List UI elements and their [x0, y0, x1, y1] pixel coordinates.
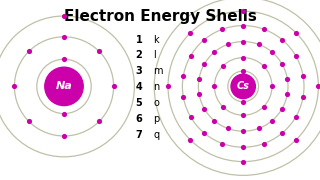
Text: q: q	[154, 130, 160, 140]
Point	[202, 132, 207, 134]
Point	[241, 130, 246, 133]
Point	[241, 146, 246, 149]
Point	[202, 38, 207, 41]
Point	[256, 43, 261, 46]
Text: 7: 7	[136, 130, 142, 140]
Point	[294, 32, 299, 35]
Point	[97, 120, 102, 123]
Ellipse shape	[231, 74, 255, 99]
Point	[212, 119, 217, 122]
Point	[111, 85, 116, 88]
Text: 4: 4	[136, 82, 142, 92]
Text: 6: 6	[136, 114, 142, 124]
Point	[220, 28, 225, 31]
Text: o: o	[154, 98, 159, 108]
Point	[280, 38, 285, 41]
Point	[188, 115, 193, 118]
Point	[181, 96, 186, 98]
Point	[26, 120, 31, 123]
Point	[61, 135, 67, 138]
Point	[61, 15, 67, 17]
Point	[97, 50, 102, 53]
Point	[196, 77, 202, 80]
Point	[220, 65, 225, 68]
Point	[220, 142, 225, 145]
Point	[261, 105, 266, 108]
Point	[212, 85, 217, 88]
Point	[241, 56, 246, 59]
Point	[285, 77, 290, 80]
Point	[261, 28, 267, 31]
Ellipse shape	[45, 67, 83, 106]
Text: Cs: Cs	[237, 81, 250, 91]
Point	[256, 127, 261, 130]
Point	[241, 114, 246, 117]
Text: 2: 2	[136, 50, 142, 60]
Text: 5: 5	[136, 98, 142, 108]
Point	[261, 65, 266, 68]
Point	[188, 55, 193, 57]
Point	[300, 96, 306, 98]
Text: Na: Na	[56, 81, 72, 91]
Point	[61, 35, 67, 38]
Point	[188, 32, 193, 35]
Point	[241, 24, 246, 27]
Point	[241, 160, 246, 163]
Point	[188, 138, 193, 141]
Point	[220, 105, 225, 108]
Point	[294, 138, 299, 141]
Point	[300, 74, 306, 77]
Point	[241, 40, 246, 43]
Point	[269, 85, 275, 88]
Text: l: l	[154, 50, 156, 60]
Point	[196, 93, 202, 96]
Point	[316, 85, 320, 88]
Point	[241, 100, 246, 103]
Text: 1: 1	[136, 35, 142, 45]
Point	[212, 51, 217, 53]
Point	[61, 112, 67, 115]
Point	[202, 107, 207, 110]
Text: k: k	[154, 35, 159, 45]
Point	[26, 50, 31, 53]
Point	[279, 63, 284, 66]
Point	[225, 43, 230, 46]
Point	[202, 63, 207, 66]
Point	[280, 132, 285, 134]
Point	[293, 55, 299, 57]
Text: m: m	[154, 66, 163, 76]
Point	[225, 127, 230, 130]
Point	[241, 70, 246, 73]
Point	[269, 51, 275, 53]
Point	[261, 142, 267, 145]
Point	[181, 74, 186, 77]
Point	[241, 10, 246, 13]
Text: n: n	[154, 82, 160, 92]
Point	[61, 58, 67, 61]
Point	[279, 107, 284, 110]
Text: p: p	[154, 114, 160, 124]
Point	[165, 85, 171, 88]
Point	[12, 85, 17, 88]
Point	[293, 115, 299, 118]
Point	[269, 119, 275, 122]
Point	[285, 93, 290, 96]
Text: 3: 3	[136, 66, 142, 76]
Text: Electron Energy Shells: Electron Energy Shells	[64, 9, 256, 24]
